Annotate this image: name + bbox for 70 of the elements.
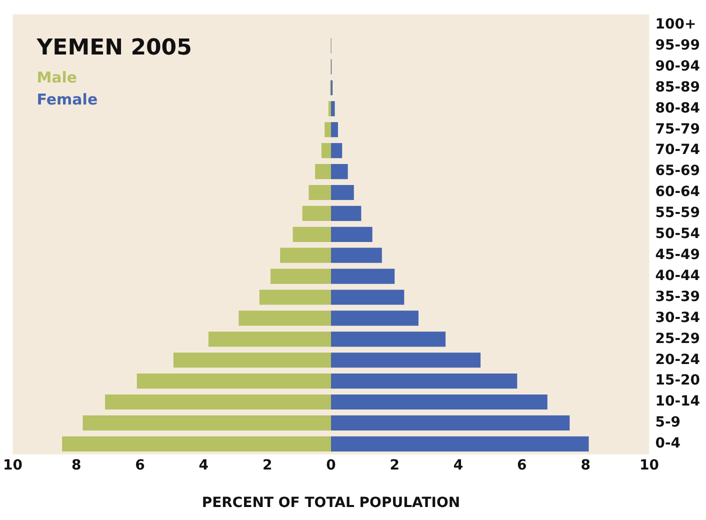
y-tick-label: 20-24 <box>655 352 700 368</box>
text: YEMEN 2005 <box>36 35 192 60</box>
x-tick-label: 2 <box>390 457 400 474</box>
y-tick-label: 5-9 <box>655 414 681 431</box>
y-tick-label: 70-74 <box>655 142 700 158</box>
bar <box>330 122 338 138</box>
bar <box>330 184 354 200</box>
bar <box>330 352 481 368</box>
y-tick-label: 85-89 <box>655 79 700 96</box>
y-tick-label: 40-44 <box>655 268 700 284</box>
bar <box>330 248 382 263</box>
y-tick-label: 35-39 <box>655 288 700 305</box>
bar <box>330 415 570 431</box>
text: Female <box>36 90 98 108</box>
bar <box>330 374 518 389</box>
y-tick-label: 0-4 <box>655 436 681 452</box>
x-tick-label: 6 <box>135 457 145 474</box>
x-tick-label: 8 <box>580 457 590 474</box>
y-tick-label: 30-34 <box>655 310 700 326</box>
text: Male <box>36 68 78 86</box>
bar <box>330 436 589 452</box>
y-tick-label: 15-20 <box>655 372 700 389</box>
x-tick-label: 10 <box>639 457 660 474</box>
bar <box>330 206 362 221</box>
bar <box>259 290 331 305</box>
x-tick-label: 0 <box>326 457 336 474</box>
x-tick-label: 2 <box>262 457 272 474</box>
bar <box>105 394 331 410</box>
bar <box>330 290 404 305</box>
bar <box>330 394 548 410</box>
bar <box>330 101 335 116</box>
y-tick-label: 75-79 <box>655 121 700 138</box>
bar <box>330 268 395 284</box>
x-axis-title: PERCENT OF TOTAL POPULATION <box>202 495 460 512</box>
bar <box>270 268 331 284</box>
bar <box>292 226 331 242</box>
bar <box>208 332 331 347</box>
y-tick-label: 55-59 <box>655 205 700 222</box>
bar <box>136 374 331 389</box>
y-tick-label: 10-14 <box>655 394 700 410</box>
y-tick-label: 60-64 <box>655 184 700 200</box>
bar <box>330 226 372 242</box>
bar <box>330 332 446 347</box>
bar <box>238 310 331 326</box>
bar <box>330 310 418 326</box>
bar <box>330 164 348 180</box>
y-tick-label: 80-84 <box>655 100 700 116</box>
x-tick-label: 8 <box>72 457 82 474</box>
bar <box>328 101 331 116</box>
y-tick-label: 50-54 <box>655 226 700 242</box>
bar <box>280 248 331 263</box>
bar <box>324 122 331 138</box>
bar <box>315 164 331 180</box>
x-tick-label: 4 <box>453 457 464 474</box>
y-tick-label: 95-99 <box>655 37 700 54</box>
bar <box>82 415 331 431</box>
y-tick-label: 65-69 <box>655 163 700 180</box>
y-tick-label: 25-29 <box>655 330 700 347</box>
bar <box>173 352 331 368</box>
bar <box>321 143 331 158</box>
x-tick-label: 6 <box>517 457 527 474</box>
y-tick-label: 45-49 <box>655 246 700 263</box>
bar <box>302 206 331 221</box>
bar <box>308 184 331 200</box>
x-tick-label: 10 <box>3 457 23 474</box>
bar <box>62 436 331 452</box>
y-tick-label: 90-94 <box>655 58 700 74</box>
x-tick-label: 4 <box>198 457 209 474</box>
bar <box>330 143 342 158</box>
y-tick-label: 100+ <box>655 16 696 33</box>
